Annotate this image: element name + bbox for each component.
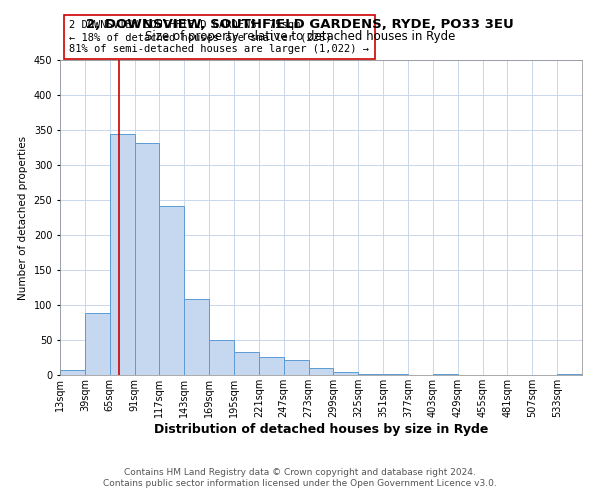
X-axis label: Distribution of detached houses by size in Ryde: Distribution of detached houses by size … [154,422,488,436]
Bar [358,374,383,375]
Bar [160,206,184,375]
Y-axis label: Number of detached properties: Number of detached properties [18,136,28,300]
Text: Contains HM Land Registry data © Crown copyright and database right 2024.
Contai: Contains HM Land Registry data © Crown c… [103,468,497,487]
Bar [209,340,234,375]
Text: 2, DOWNSVIEW, SOUTHFIELD GARDENS, RYDE, PO33 3EU: 2, DOWNSVIEW, SOUTHFIELD GARDENS, RYDE, … [86,18,514,30]
Bar [60,370,85,375]
Bar [85,312,110,375]
Bar [110,134,134,375]
Text: 2 DOWNSVIEW SOUTHFIELD GARDENS: 75sqm
← 18% of detached houses are smaller (228): 2 DOWNSVIEW SOUTHFIELD GARDENS: 75sqm ← … [70,20,370,54]
Bar [308,368,334,375]
Bar [433,374,458,375]
Bar [259,357,284,375]
Bar [284,360,308,375]
Bar [557,374,582,375]
Bar [334,372,358,375]
Text: Size of property relative to detached houses in Ryde: Size of property relative to detached ho… [145,30,455,43]
Bar [134,142,160,375]
Bar [383,374,408,375]
Bar [234,352,259,375]
Bar [184,298,209,375]
